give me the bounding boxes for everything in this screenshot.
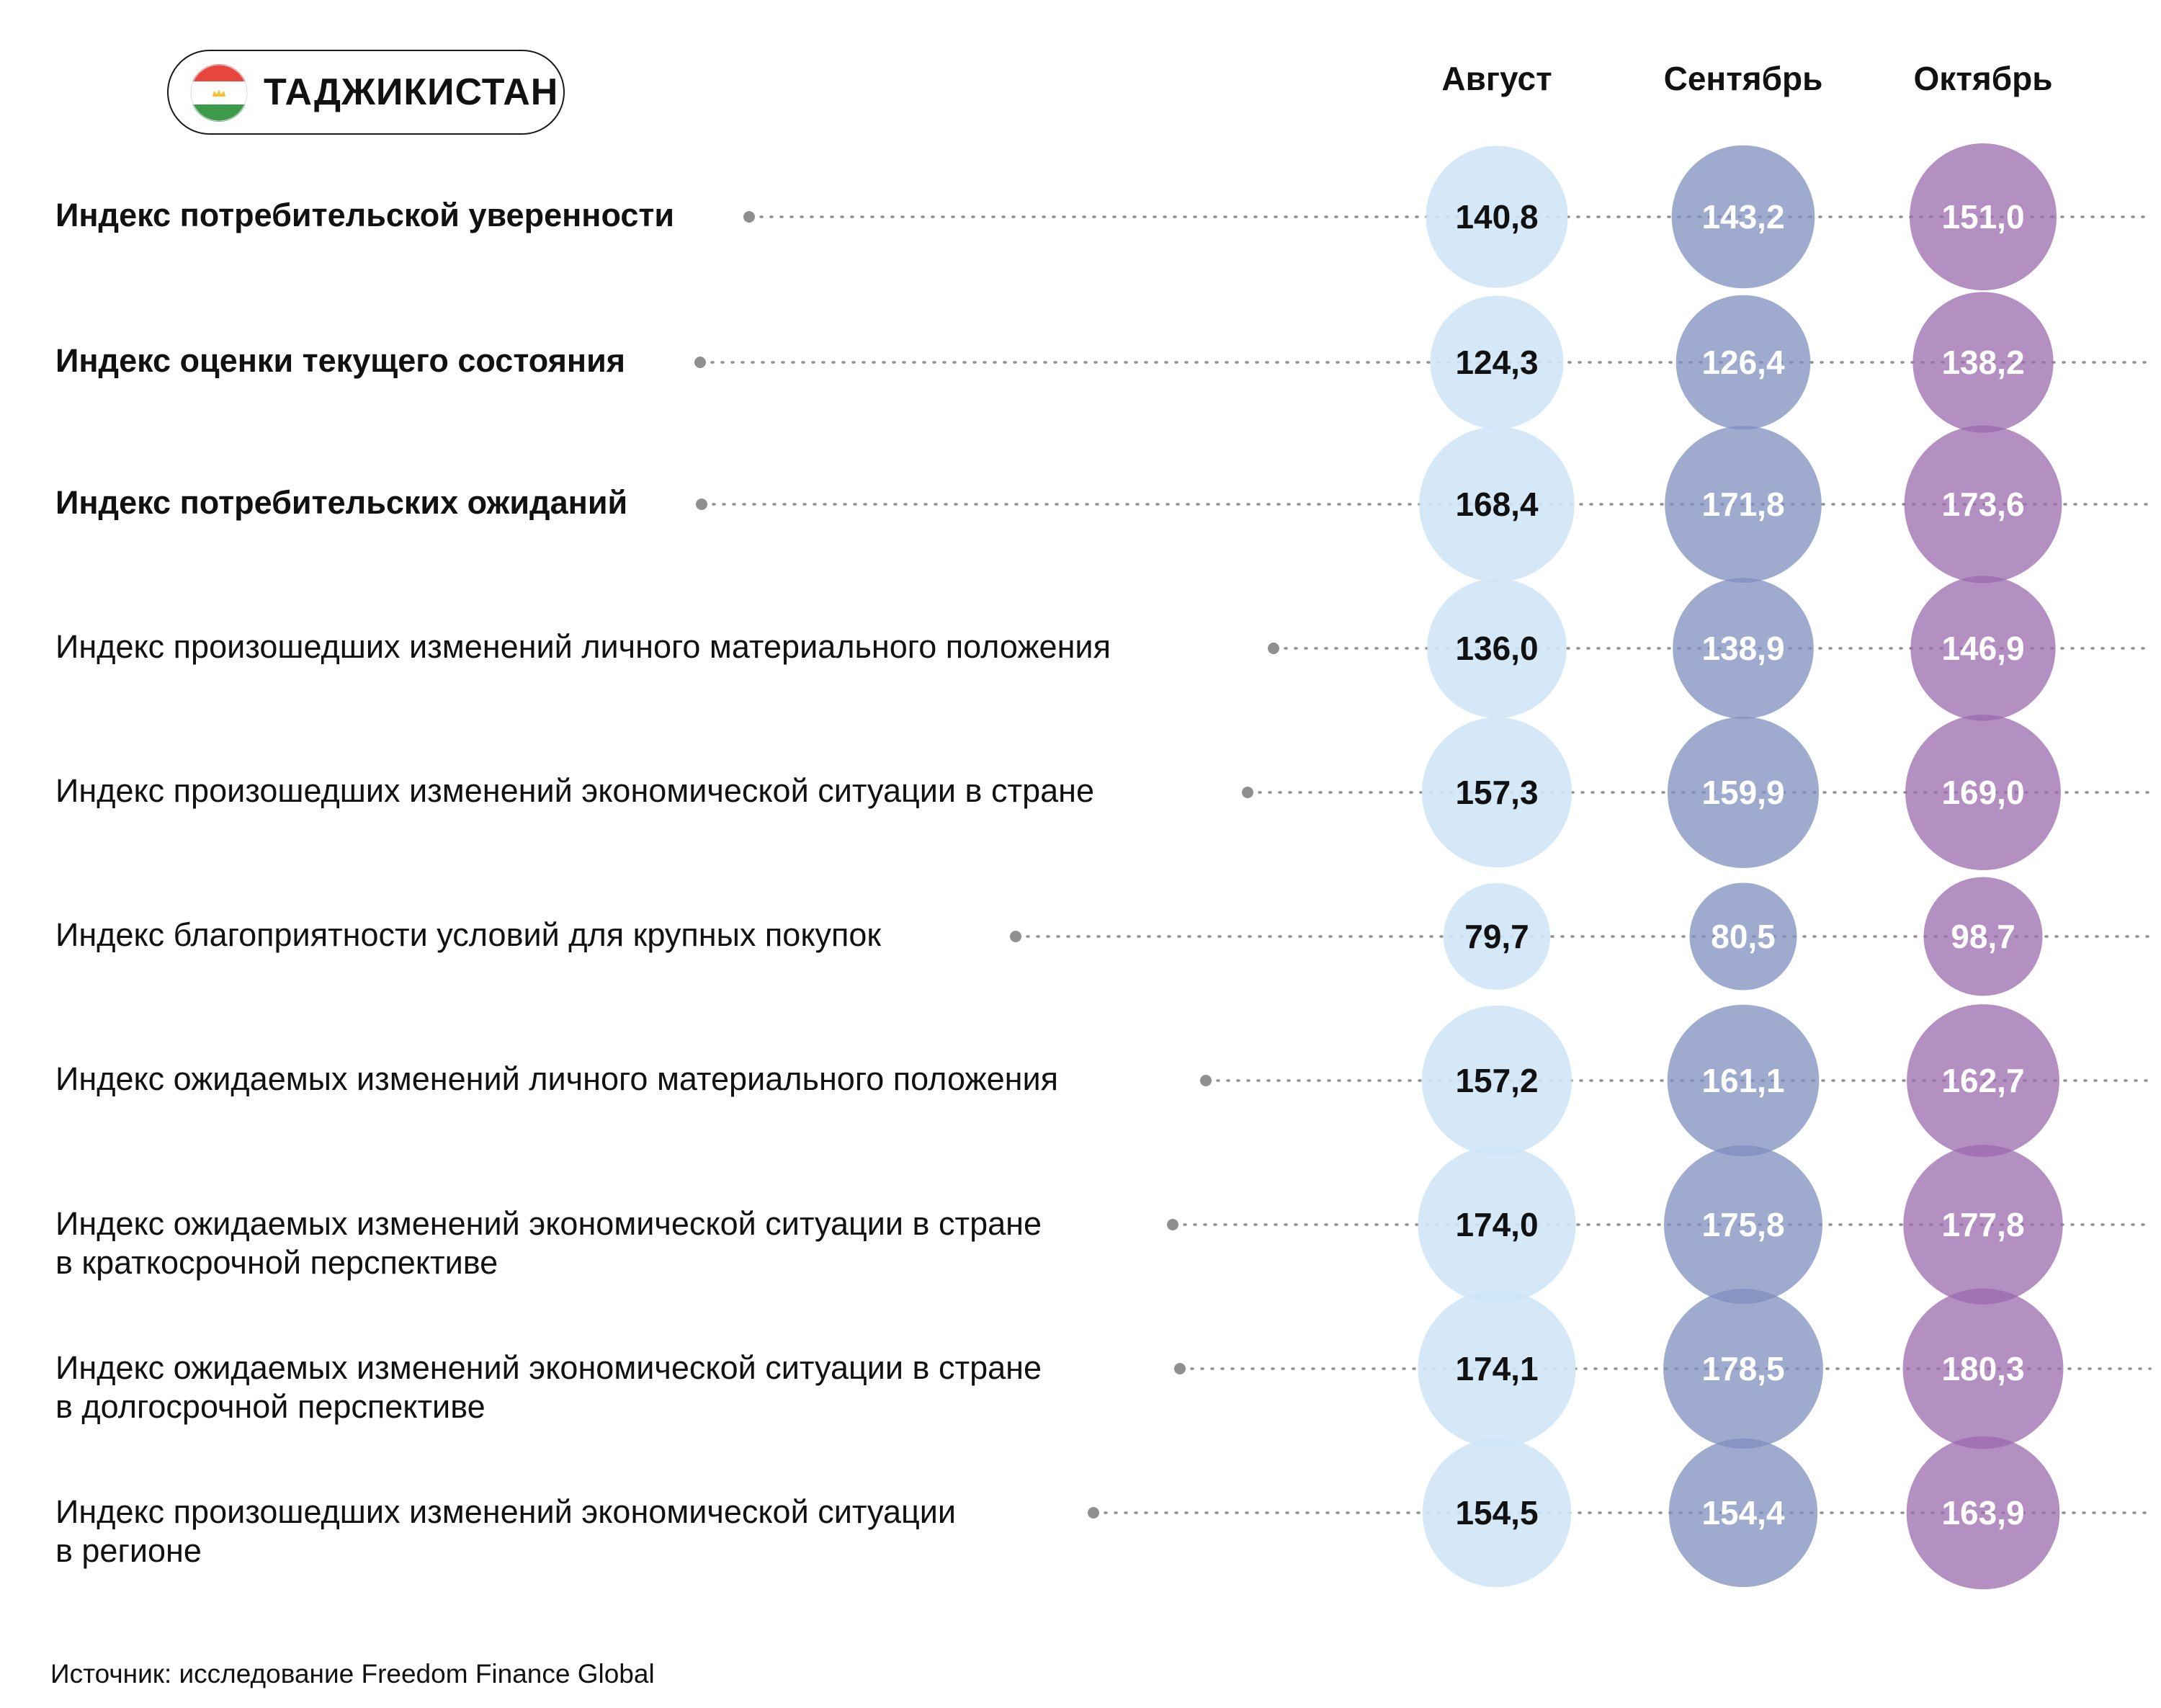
value-label-october: 98,7 <box>1951 918 2015 955</box>
value-label-september: 178,5 <box>1701 1350 1784 1387</box>
value-label-august: 174,1 <box>1455 1350 1538 1387</box>
bubble-october <box>1910 143 2057 290</box>
value-label-august: 154,5 <box>1455 1494 1538 1532</box>
bubble-september <box>1673 578 1814 719</box>
bubble-august <box>1418 1289 1576 1448</box>
bubble-august <box>1418 1145 1576 1304</box>
value-label-august: 157,2 <box>1455 1062 1538 1099</box>
row-label: Индекс потребительской уверенности <box>55 197 675 233</box>
value-label-august: 168,4 <box>1455 486 1539 523</box>
bubble-october <box>1902 1288 2064 1449</box>
leader-dot <box>1167 1219 1178 1230</box>
value-label-october: 146,9 <box>1941 630 2024 667</box>
row-label: Индекс потребительских ожиданий <box>55 484 628 521</box>
row-label: Индекс произошедших изменений личного ма… <box>55 628 1111 665</box>
value-label-october: 163,9 <box>1941 1494 2024 1532</box>
leader-dot <box>743 211 755 223</box>
bubble-september <box>1668 717 1819 868</box>
leader-dot <box>1268 643 1279 654</box>
value-label-september: 143,2 <box>1701 198 1784 236</box>
row-label: Индекс произошедших изменений экономичес… <box>55 1493 957 1569</box>
bubble-october <box>1912 292 2054 433</box>
value-label-august: 136,0 <box>1455 630 1538 667</box>
bubble-september <box>1663 1289 1823 1449</box>
bubble-august <box>1421 1005 1572 1156</box>
bubble-october <box>1907 1004 2059 1157</box>
value-label-october: 180,3 <box>1941 1350 2024 1387</box>
leader-dot <box>1010 931 1021 942</box>
value-label-august: 124,3 <box>1455 344 1538 381</box>
bubble-august <box>1443 882 1551 991</box>
bubble-september <box>1664 1145 1822 1304</box>
value-label-october: 173,6 <box>1941 486 2024 523</box>
value-label-september: 175,8 <box>1701 1206 1784 1243</box>
value-label-october: 169,0 <box>1941 774 2024 811</box>
bubble-august <box>1426 146 1568 288</box>
value-label-september: 161,1 <box>1701 1062 1784 1099</box>
bubble-august <box>1421 717 1572 868</box>
value-label-september: 80,5 <box>1711 918 1776 955</box>
row-label: Индекс ожидаемых изменений личного матер… <box>55 1060 1058 1097</box>
bubble-october <box>1906 1436 2060 1590</box>
value-label-september: 138,9 <box>1701 630 1784 667</box>
value-label-october: 162,7 <box>1941 1062 2024 1099</box>
row-label: Индекс благоприятности условий для крупн… <box>55 916 882 953</box>
bubble-august <box>1422 1438 1572 1588</box>
bubble-september <box>1689 882 1797 991</box>
bubble-september <box>1675 295 1811 430</box>
column-header-october: Октябрь <box>1913 60 2053 97</box>
value-label-september: 159,9 <box>1701 774 1784 811</box>
value-label-september: 126,4 <box>1701 344 1785 381</box>
tajikistan-flag-icon <box>190 64 248 122</box>
bubble-october <box>1910 576 2056 721</box>
leader-dot <box>694 357 706 368</box>
bubble-october <box>1903 1145 2063 1305</box>
bubble-september <box>1668 1438 1818 1588</box>
column-header-august: Август <box>1441 60 1552 97</box>
value-label-october: 177,8 <box>1941 1206 2024 1243</box>
row-label: Индекс ожидаемых изменений экономической… <box>55 1349 1042 1425</box>
value-label-august: 174,0 <box>1455 1206 1538 1243</box>
row-label: Индекс ожидаемых изменений экономической… <box>55 1205 1042 1281</box>
leader-dot <box>1242 787 1253 798</box>
bubble-september <box>1665 426 1822 583</box>
value-label-august: 140,8 <box>1455 198 1538 236</box>
bubble-october <box>1904 425 2062 584</box>
leader-dot <box>1200 1075 1212 1086</box>
bubble-august <box>1419 426 1575 582</box>
country-badge: ТАДЖИКИСТАН <box>167 50 565 135</box>
row-label: Индекс оценки текущего состояния <box>55 342 626 379</box>
leader-dot <box>1088 1507 1099 1519</box>
bubble-october <box>1905 715 2061 870</box>
value-label-september: 154,4 <box>1701 1494 1785 1532</box>
column-header-september: Сентябрь <box>1663 60 1823 97</box>
bubble-october <box>1923 877 2043 996</box>
row-label: Индекс произошедших изменений экономичес… <box>55 772 1094 809</box>
value-label-october: 151,0 <box>1941 198 2024 236</box>
bubble-august <box>1427 578 1567 718</box>
value-label-august: 79,7 <box>1464 918 1529 955</box>
leader-dot <box>696 498 707 510</box>
bubble-september <box>1671 145 1815 289</box>
bubble-august <box>1430 295 1564 429</box>
value-label-october: 138,2 <box>1941 344 2024 381</box>
source-note: Источник: исследование Freedom Finance G… <box>50 1659 655 1689</box>
value-label-september: 171,8 <box>1701 486 1784 523</box>
country-name: ТАДЖИКИСТАН <box>264 71 559 113</box>
leader-dot <box>1174 1363 1186 1374</box>
bubble-september <box>1667 1004 1820 1157</box>
value-label-august: 157,3 <box>1455 774 1538 811</box>
